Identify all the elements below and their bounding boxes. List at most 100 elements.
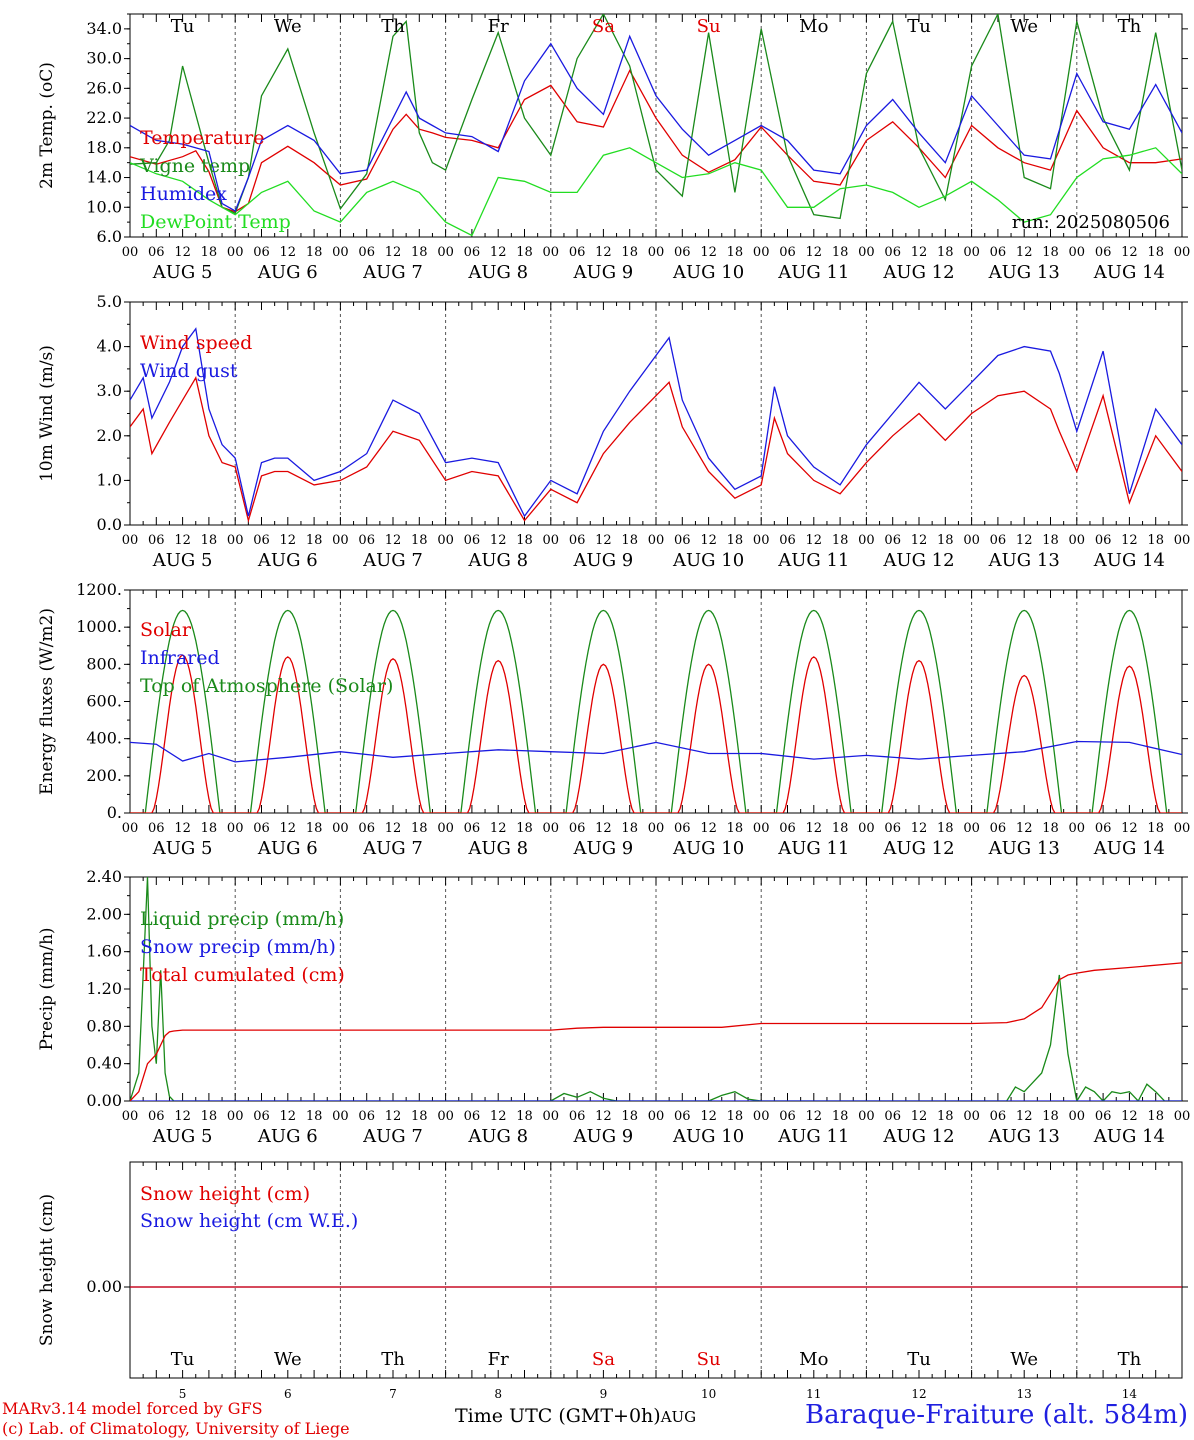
- wind-date-label: AUG 14: [1093, 550, 1165, 571]
- wind-hour-label: 18: [306, 533, 323, 548]
- precip-y-tick-label: 2.00: [86, 904, 122, 923]
- energy-date-label: AUG 13: [988, 838, 1060, 859]
- energy-hour-label: 06: [1095, 821, 1112, 836]
- temp-date-label: AUG 7: [362, 262, 423, 283]
- energy-hour-label: 06: [779, 821, 796, 836]
- temp-hour-label: 18: [411, 245, 428, 260]
- wind-hour-label: 18: [516, 533, 533, 548]
- temp-hour-label: 00: [648, 245, 665, 260]
- temp-hour-label: 12: [1016, 245, 1033, 260]
- wind-date-label: AUG 12: [882, 550, 954, 571]
- precip-y-tick-label: 1.60: [86, 942, 122, 961]
- wind-y-tick-label: 2.0: [97, 426, 122, 445]
- day-name-bottom: Th: [1118, 1349, 1142, 1370]
- day-name-bottom: We: [274, 1349, 302, 1370]
- wind-hour-label: 06: [779, 533, 796, 548]
- wind-hour-label: 06: [148, 533, 165, 548]
- precip-y-tick-label: 0.80: [86, 1016, 122, 1035]
- energy-y-tick-label: 600.: [86, 692, 122, 711]
- precip-hour-label: 00: [122, 1109, 139, 1124]
- snow-y-tick-label: 0.00: [86, 1277, 122, 1296]
- wind-hour-label: 00: [1174, 533, 1191, 548]
- wind-series-wind-gust: [130, 327, 1182, 518]
- day-name-top: We: [274, 16, 302, 37]
- precip-hour-label: 00: [858, 1109, 875, 1124]
- temp-date-label: AUG 5: [152, 262, 213, 283]
- temp-hour-label: 00: [437, 245, 454, 260]
- energy-hour-label: 00: [437, 821, 454, 836]
- precip-hour-label: 06: [779, 1109, 796, 1124]
- precip-hour-label: 12: [280, 1109, 297, 1124]
- precip-legend-item: Liquid precip (mm/h): [140, 908, 344, 930]
- energy-date-label: AUG 11: [777, 838, 849, 859]
- energy-hour-label: 18: [621, 821, 638, 836]
- wind-hour-label: 18: [937, 533, 954, 548]
- time-axis-label: Time UTC (GMT+0h)AUG: [455, 1405, 696, 1427]
- wind-hour-label: 00: [227, 533, 244, 548]
- toa-solar-line: [130, 609, 1182, 813]
- wind-frame: [129, 301, 1183, 526]
- wind-hour-label: 06: [569, 533, 586, 548]
- wind-date-label: AUG 7: [362, 550, 423, 571]
- precip-hour-label: 00: [648, 1109, 665, 1124]
- energy-hour-label: 12: [1121, 821, 1138, 836]
- precip-hour-label: 18: [937, 1109, 954, 1124]
- wind-hour-label: 12: [806, 533, 823, 548]
- precip-date-label: AUG 7: [362, 1126, 423, 1147]
- day-name-bottom: Su: [697, 1349, 721, 1370]
- temp-hour-label: 00: [858, 245, 875, 260]
- temp-hour-label: 00: [753, 245, 770, 260]
- wind-hour-label: 12: [1121, 533, 1138, 548]
- temp-y-tick-label: 18.0: [86, 138, 122, 157]
- precip-date-label: AUG 12: [882, 1126, 954, 1147]
- precip-hour-label: 12: [1016, 1109, 1033, 1124]
- temp-hour-label: 12: [806, 245, 823, 260]
- temp-hour-label: 00: [332, 245, 349, 260]
- energy-hour-label: 18: [306, 821, 323, 836]
- precip-y-tick-label: 0.40: [86, 1054, 122, 1073]
- precip-hour-label: 18: [621, 1109, 638, 1124]
- temp-y-tick-label: 30.0: [86, 49, 122, 68]
- time-label-text: Time UTC (GMT+0h): [455, 1405, 661, 1427]
- panel-energy: [124, 589, 1188, 814]
- energy-y-tick-label: 800.: [86, 654, 122, 673]
- energy-y-tick-label: 200.: [86, 766, 122, 785]
- energy-hour-label: 12: [1016, 821, 1033, 836]
- day-name-bottom: We: [1010, 1349, 1038, 1370]
- temp-hour-label: 18: [937, 245, 954, 260]
- temp-hour-label: 00: [543, 245, 560, 260]
- precip-hour-label: 18: [306, 1109, 323, 1124]
- energy-date-label: AUG 6: [257, 838, 318, 859]
- temp-legend-item: Vigne temp: [139, 155, 250, 177]
- temp-hour-label: 12: [595, 245, 612, 260]
- wind-hour-label: 18: [411, 533, 428, 548]
- temp-hour-label: 06: [148, 245, 165, 260]
- wind-hour-label: 00: [543, 533, 560, 548]
- precip-hour-label: 12: [806, 1109, 823, 1124]
- energy-y-tick-label: 1200.: [76, 580, 122, 599]
- energy-hour-label: 18: [201, 821, 218, 836]
- temp-y-tick-label: 10.0: [86, 197, 122, 216]
- energy-hour-label: 06: [884, 821, 901, 836]
- temp-y-tick-label: 22.0: [86, 108, 122, 127]
- energy-hour-label: 00: [1069, 821, 1086, 836]
- snow-legend-item: Snow height (cm): [140, 1183, 310, 1205]
- precip-date-label: AUG 11: [777, 1126, 849, 1147]
- temp-hour-label: 18: [516, 245, 533, 260]
- precip-hour-label: 18: [516, 1109, 533, 1124]
- energy-hour-label: 06: [569, 821, 586, 836]
- wind-hour-label: 00: [963, 533, 980, 548]
- energy-date-label: AUG 12: [882, 838, 954, 859]
- energy-y-tick-label: 0.: [107, 803, 122, 822]
- panel-wind: [124, 301, 1188, 526]
- wind-hour-label: 06: [253, 533, 270, 548]
- temp-hour-label: 18: [832, 245, 849, 260]
- wind-hour-label: 06: [1095, 533, 1112, 548]
- precip-hour-label: 12: [595, 1109, 612, 1124]
- wind-date-label: AUG 9: [573, 550, 634, 571]
- energy-hour-label: 00: [648, 821, 665, 836]
- precip-date-label: AUG 10: [672, 1126, 744, 1147]
- infrared-line: [130, 740, 1182, 763]
- precip-date-label: AUG 5: [152, 1126, 213, 1147]
